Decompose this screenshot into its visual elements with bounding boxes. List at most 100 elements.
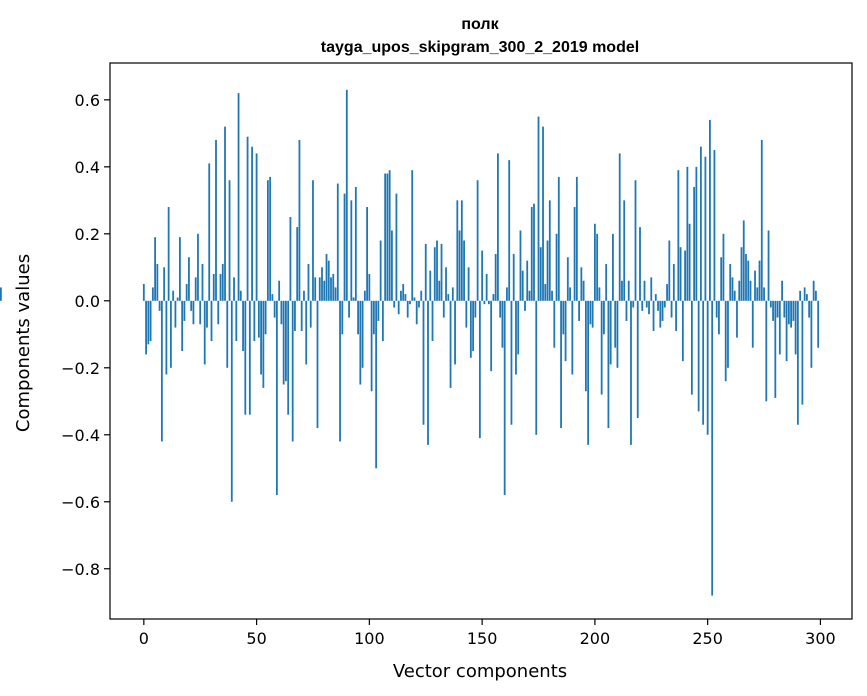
bar (648, 300, 650, 315)
bar (551, 290, 553, 301)
bar (781, 280, 783, 301)
bar (481, 250, 484, 301)
bar (596, 233, 599, 301)
bar (282, 300, 285, 385)
bar (711, 300, 714, 596)
x-tick-label: 0 (139, 629, 149, 648)
bar (145, 300, 147, 355)
bar (350, 200, 353, 301)
y-tick-label: 0.2 (75, 225, 100, 244)
x-tick-label: 50 (246, 629, 266, 648)
bar (237, 93, 240, 301)
bar (688, 223, 691, 301)
bar (339, 300, 341, 442)
bar (185, 284, 188, 301)
bar (257, 300, 260, 338)
bar (397, 300, 400, 315)
y-tick-label: 0.6 (75, 91, 100, 110)
bar (663, 300, 666, 308)
bar (801, 300, 804, 405)
bar (573, 207, 576, 301)
bar (763, 287, 765, 301)
bar (235, 300, 238, 341)
bar (487, 300, 490, 305)
bar (729, 263, 732, 301)
bar (731, 277, 734, 301)
bar (724, 300, 727, 382)
bar (275, 300, 278, 496)
bar (578, 300, 580, 321)
bar (418, 300, 420, 308)
bar (165, 300, 168, 375)
bar (303, 290, 305, 301)
bar (485, 274, 488, 301)
bar (643, 280, 646, 301)
bar (467, 267, 470, 301)
bar (454, 300, 456, 365)
bar (803, 287, 806, 301)
chart-subtitle: tayga_upos_skipgram_300_2_2019 model (321, 39, 639, 56)
bar (695, 166, 698, 301)
y-axis-ticks: −0.8 −0.6 −0.4 −0.2 0.0 0.2 0.4 0.6 (61, 91, 110, 579)
bar (718, 300, 720, 335)
bar (679, 247, 682, 301)
bar (291, 300, 294, 442)
bar (458, 230, 461, 301)
bar (472, 300, 474, 352)
bar (294, 300, 296, 331)
bar (506, 287, 508, 301)
bar (158, 300, 161, 311)
bar (593, 223, 596, 301)
bar (357, 300, 359, 335)
bar (661, 300, 664, 321)
bar (805, 294, 808, 301)
bar (652, 300, 655, 331)
bar (630, 300, 632, 445)
bar (634, 180, 637, 301)
bar (560, 300, 562, 429)
bar (742, 220, 745, 301)
bar (386, 173, 389, 301)
bar (715, 300, 718, 318)
bar (188, 257, 190, 301)
bar (693, 186, 696, 301)
bar (772, 300, 774, 321)
bar (548, 200, 551, 301)
bar (749, 280, 752, 301)
bar (521, 270, 524, 301)
bar (684, 250, 686, 301)
bar (445, 267, 447, 301)
bar (332, 274, 335, 301)
bar (515, 300, 517, 375)
bar (262, 300, 265, 388)
y-tick-label: −0.4 (61, 426, 100, 445)
bar (300, 300, 303, 331)
bar (160, 300, 163, 442)
bar (327, 260, 330, 301)
bar (796, 300, 799, 425)
y-tick-label: −0.8 (61, 560, 100, 579)
bar (438, 280, 441, 301)
bar (483, 300, 486, 305)
bar (370, 300, 373, 392)
y-tick-label: 0.0 (75, 292, 100, 311)
bar (625, 300, 628, 321)
bar (584, 300, 587, 392)
bar (497, 153, 499, 301)
bar (226, 300, 229, 368)
bar (352, 297, 355, 301)
bar (460, 200, 463, 301)
bar (206, 300, 208, 328)
bar (666, 284, 668, 301)
bar (769, 300, 772, 308)
bar (424, 243, 427, 301)
bar (815, 290, 817, 301)
bar (745, 253, 747, 301)
bar (738, 280, 741, 301)
bar (343, 193, 346, 301)
bar (255, 153, 258, 301)
bar (474, 300, 477, 318)
bar (228, 180, 231, 301)
bar (790, 300, 792, 328)
bar (411, 170, 414, 301)
